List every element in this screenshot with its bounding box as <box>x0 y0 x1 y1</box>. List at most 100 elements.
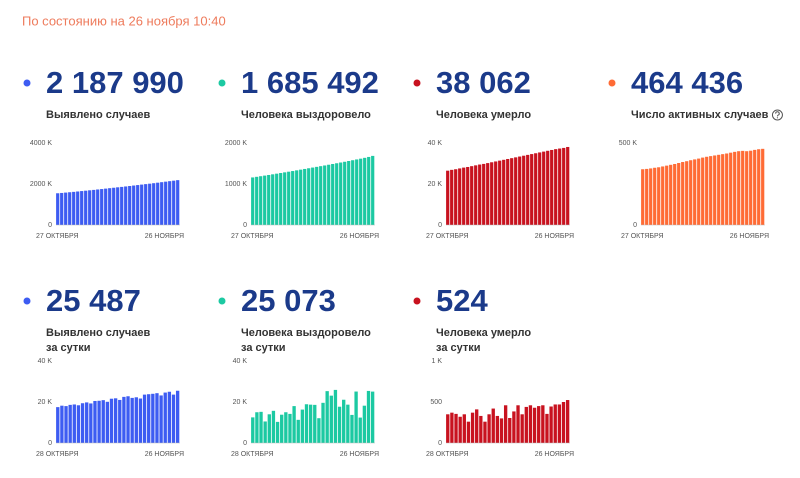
bar <box>93 400 97 443</box>
bar <box>366 390 371 443</box>
bar <box>313 404 317 443</box>
bar <box>140 184 144 225</box>
y-tick-label: 0 <box>438 222 442 229</box>
bar <box>287 171 291 225</box>
card: 464 436 Число активных случаев 0 500 K 27 ОК… <box>608 65 783 240</box>
bar <box>528 405 533 443</box>
bar <box>292 406 296 443</box>
bar <box>128 186 132 225</box>
bar <box>160 182 164 225</box>
x-tick-label: 27 ОКТЯБРЯ <box>231 233 274 240</box>
bar <box>446 414 450 443</box>
bar <box>478 164 482 225</box>
bar <box>60 405 64 443</box>
bar <box>355 159 359 225</box>
bar <box>104 188 108 225</box>
bar <box>68 192 72 225</box>
card: 25 487 Выявлено случаев за сутки 0 20 K 40 K 2… <box>23 283 184 458</box>
x-tick-label: 26 НОЯБРЯ <box>145 451 184 458</box>
bar <box>300 409 305 443</box>
bar <box>307 168 311 225</box>
bar <box>545 413 549 443</box>
dot <box>23 297 31 305</box>
bar <box>68 404 72 443</box>
bar <box>108 188 112 225</box>
bar <box>557 404 562 443</box>
card-label: Число активных случаев <box>631 109 769 121</box>
bar <box>450 169 454 225</box>
x-tick-label: 26 НОЯБРЯ <box>535 451 574 458</box>
bar <box>56 193 60 225</box>
bar <box>275 173 279 225</box>
bar <box>126 396 130 443</box>
bar <box>315 166 319 225</box>
bar <box>470 166 474 225</box>
bar <box>499 418 504 443</box>
bar <box>304 404 309 443</box>
bar <box>331 163 335 225</box>
bar <box>482 163 486 225</box>
card-label: за сутки <box>241 342 286 354</box>
y-tick-label: 500 K <box>619 140 638 147</box>
bar <box>168 181 172 225</box>
y-tick-label: 1 K <box>431 358 442 365</box>
bar <box>566 146 570 225</box>
bar <box>259 411 263 443</box>
bar <box>363 157 367 225</box>
bar <box>251 417 255 443</box>
bar <box>339 162 343 225</box>
bar <box>343 161 347 225</box>
bar <box>502 159 506 225</box>
bar <box>255 176 259 225</box>
bar <box>697 158 701 225</box>
y-tick-label: 2000 K <box>225 140 248 147</box>
bar <box>367 156 371 225</box>
card: 25 073 Человека выздоровело за сутки 0 20 K 4… <box>218 283 379 458</box>
bar <box>359 158 363 225</box>
bar <box>565 400 570 443</box>
bar <box>713 155 717 225</box>
bar <box>745 151 749 225</box>
y-tick-label: 500 <box>430 399 442 406</box>
bar <box>503 405 508 443</box>
bar <box>152 183 156 225</box>
y-tick-label: 0 <box>48 440 52 447</box>
bar <box>653 167 657 225</box>
bar <box>155 393 159 443</box>
bar <box>490 162 494 225</box>
bar <box>510 158 514 225</box>
bar <box>495 415 500 443</box>
bar <box>538 152 542 225</box>
bar <box>558 148 562 225</box>
bar <box>693 159 697 225</box>
bar <box>84 190 88 225</box>
bar <box>677 163 681 225</box>
y-tick-label: 20 K <box>38 399 53 406</box>
bar <box>524 406 528 443</box>
bar <box>333 389 338 443</box>
bar <box>323 165 327 225</box>
bar <box>479 415 483 443</box>
y-tick-label: 40 K <box>38 358 53 365</box>
bar <box>474 165 478 225</box>
bar <box>542 151 546 225</box>
bar <box>275 421 280 443</box>
bar <box>486 163 490 225</box>
bar <box>319 166 323 225</box>
bar <box>308 404 313 443</box>
bar <box>335 163 339 225</box>
bar <box>327 164 331 225</box>
bar <box>151 393 155 443</box>
bar <box>526 154 530 225</box>
bar <box>458 168 462 225</box>
dot <box>218 79 226 87</box>
bar <box>761 148 765 225</box>
card: 1 685 492 Человека выздоровело 0 1000 K 2000… <box>218 65 379 240</box>
bar <box>466 421 471 443</box>
bar <box>60 192 64 225</box>
dot <box>218 297 226 305</box>
bar <box>89 403 93 443</box>
bar <box>721 154 725 225</box>
y-tick-label: 4000 K <box>30 140 53 147</box>
bar <box>530 154 534 225</box>
